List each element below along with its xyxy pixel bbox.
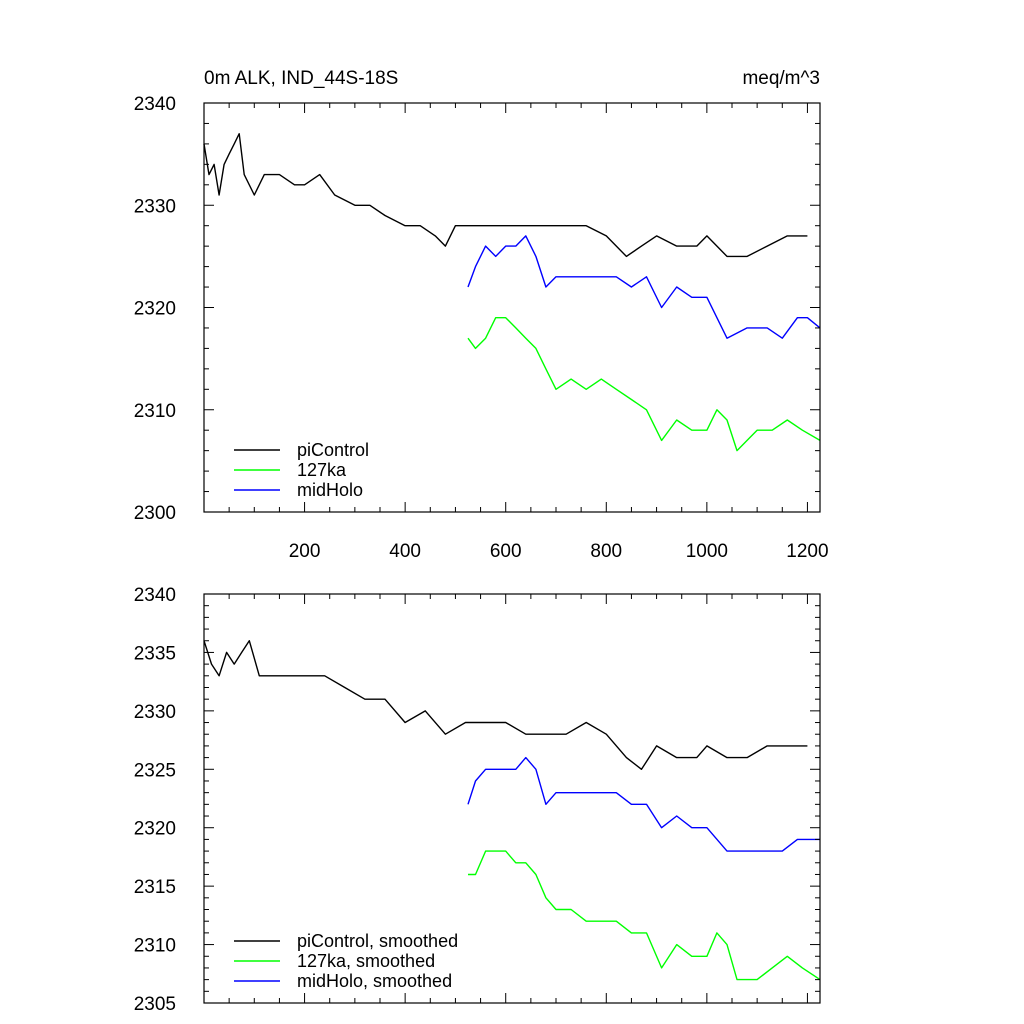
legend-label: 127ka, smoothed [297,951,435,971]
chart-title: 0m ALK, IND_44S-18S [204,68,398,89]
legend-label: midHolo, smoothed [297,971,452,991]
legend-label: piControl, smoothed [297,931,458,951]
y-tick-label: 2320 [134,299,176,320]
legend-label: piControl [297,440,369,460]
y-tick-label: 2310 [134,936,176,957]
y-tick-label: 2320 [134,819,176,840]
y-tick-label: 2330 [134,702,176,723]
x-tick-label: 1000 [686,541,728,562]
legend-label: 127ka [297,460,347,480]
y-tick-label: 2305 [134,994,176,1015]
y-tick-label: 2300 [134,503,176,524]
x-tick-label: 400 [389,541,421,562]
y-tick-label: 2335 [134,643,176,664]
top-panel: 200 400 600 800 1000 1200 2300 2310 2320 2330 2340… [134,94,829,562]
y-tick-label: 2315 [134,877,176,898]
units-label: meq/m^3 [742,68,820,89]
y-tick-label: 2325 [134,760,176,781]
y-tick-label: 2330 [134,196,176,217]
y-tick-label: 2340 [134,94,176,115]
bottom-panel: 2305 2310 2315 2320 2325 2330 2335 2340 piContro… [134,585,821,1015]
legend-label: midHolo [297,480,363,500]
series-line-bottom-0 [203,640,808,770]
x-tick-label: 1200 [786,541,828,562]
x-tick-label: 200 [289,541,321,562]
series-line-bottom-2 [467,756,820,852]
series-line-top-1 [467,317,821,452]
series-line-top-0 [203,132,808,258]
plot-frame [203,593,821,1004]
y-tick-label: 2310 [134,401,176,422]
x-tick-label: 800 [590,541,622,562]
series-line-bottom-1 [468,850,821,981]
series-line-top-2 [467,235,821,339]
y-tick-label: 2340 [134,585,176,606]
x-tick-label: 600 [490,541,522,562]
